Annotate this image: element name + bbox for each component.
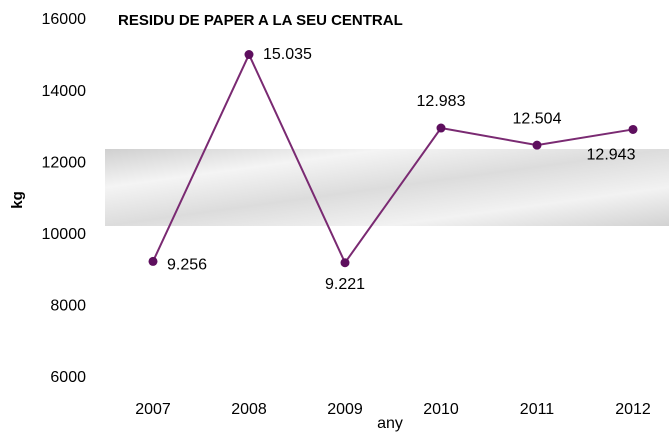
y-tick-label: 14000 — [42, 83, 87, 100]
value-label: 15.035 — [263, 46, 312, 63]
y-tick-label: 10000 — [42, 226, 87, 243]
value-label: 9.221 — [325, 276, 365, 293]
paper-texture — [105, 149, 669, 226]
y-tick-label: 8000 — [50, 298, 86, 315]
x-tick-label: 2010 — [423, 401, 459, 418]
marker — [245, 50, 254, 59]
value-label: 12.943 — [587, 147, 636, 164]
y-tick-label: 6000 — [50, 369, 86, 386]
marker — [149, 257, 158, 266]
x-tick-label: 2008 — [231, 401, 267, 418]
x-axis-label: any — [377, 415, 403, 432]
marker — [533, 141, 542, 150]
marker — [629, 125, 638, 134]
y-tick-label: 16000 — [42, 11, 87, 28]
x-tick-label: 2012 — [615, 401, 651, 418]
y-axis-label: kg — [9, 191, 26, 209]
x-tick-label: 2007 — [135, 401, 171, 418]
value-label: 12.983 — [417, 93, 466, 110]
chart: RESIDU DE PAPER A LA SEU CENTRAL kg any … — [0, 0, 669, 435]
value-label: 9.256 — [167, 257, 207, 274]
y-tick-label: 12000 — [42, 154, 87, 171]
chart-title: RESIDU DE PAPER A LA SEU CENTRAL — [118, 12, 403, 29]
marker — [437, 124, 446, 133]
marker — [341, 258, 350, 267]
x-tick-label: 2009 — [327, 401, 363, 418]
x-tick-label: 2011 — [520, 401, 555, 418]
value-label: 12.504 — [513, 110, 562, 127]
